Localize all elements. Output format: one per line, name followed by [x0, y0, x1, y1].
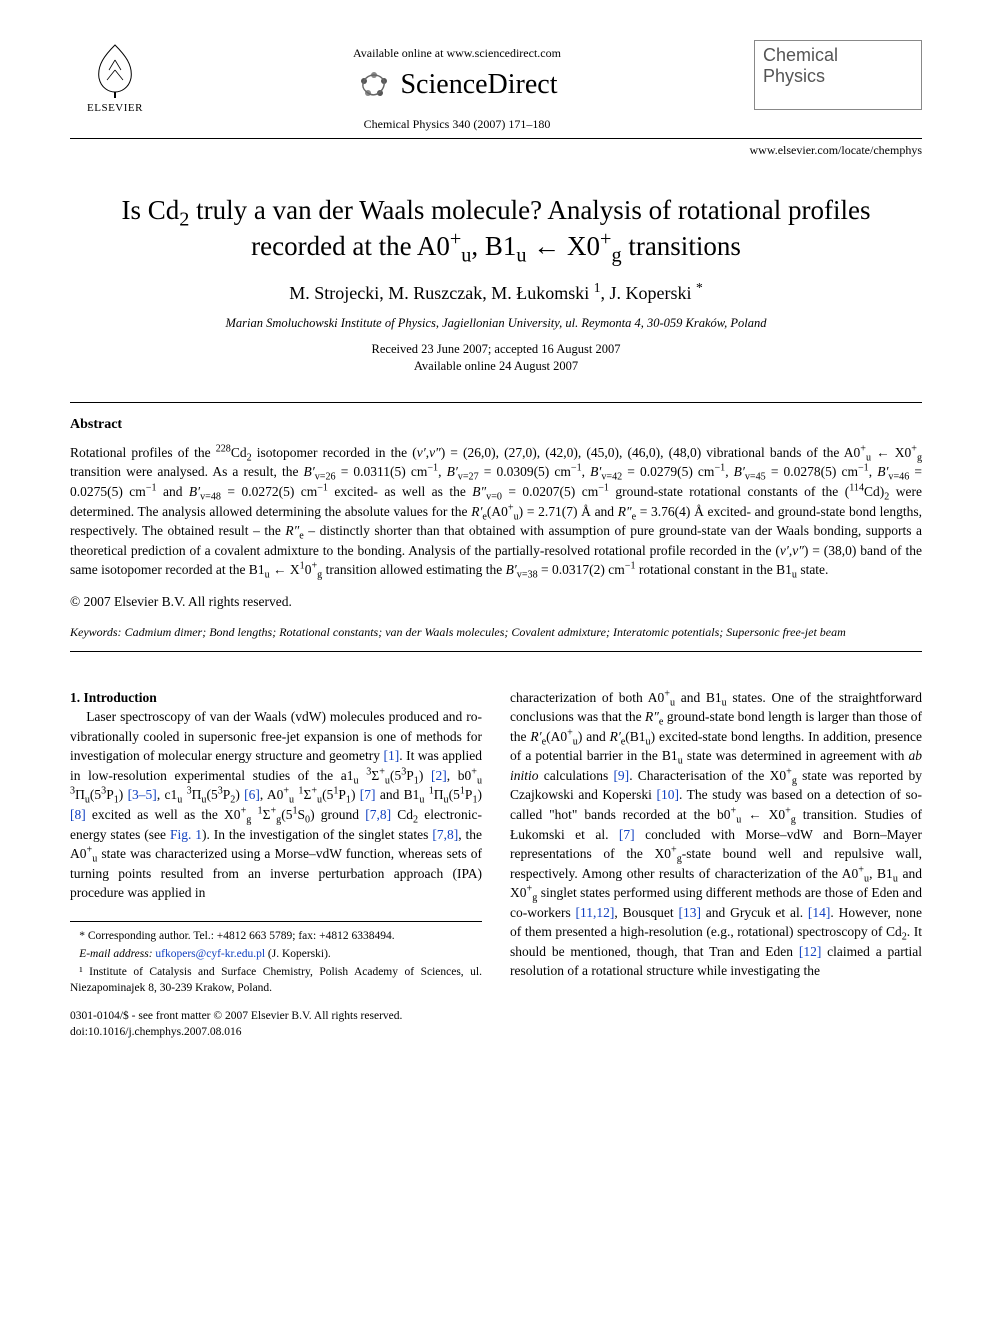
sciencedirect-text: ScienceDirect	[400, 69, 557, 101]
email-label: E-mail address:	[79, 948, 152, 960]
article-dates: Received 23 June 2007; accepted 16 Augus…	[70, 341, 922, 376]
left-column-text: Laser spectroscopy of van der Waals (vdW…	[70, 707, 482, 903]
abstract-text: Rotational profiles of the 228Cd2 isotop…	[70, 443, 922, 580]
center-header: Available online at www.sciencedirect.co…	[160, 40, 754, 132]
left-column: 1. Introduction Laser spectroscopy of va…	[70, 688, 482, 1041]
rule-bottom	[70, 651, 922, 652]
footnote-corresponding: * Corresponding author. Tel.: +4812 663 …	[70, 928, 482, 944]
locate-url: www.elsevier.com/locate/chemphys	[70, 143, 922, 158]
body-columns: 1. Introduction Laser spectroscopy of va…	[70, 688, 922, 1041]
right-column: characterization of both A0+u and B1u st…	[510, 688, 922, 1041]
abstract-heading: Abstract	[70, 417, 922, 433]
page: ELSEVIER Available online at www.science…	[0, 0, 992, 1090]
journal-name-line2: Physics	[763, 66, 913, 87]
keywords-block: Keywords: Cadmium dimer; Bond lengths; R…	[70, 624, 922, 641]
dates-online: Available online 24 August 2007	[70, 358, 922, 376]
publisher-label: ELSEVIER	[87, 102, 143, 114]
article-title: Is Cd2 truly a van der Waals molecule? A…	[90, 192, 902, 265]
affiliation: Marian Smoluchowski Institute of Physics…	[70, 316, 922, 331]
doi-line: doi:10.1016/j.chemphys.2007.08.016	[70, 1024, 482, 1040]
bottom-meta: 0301-0104/$ - see front matter © 2007 El…	[70, 1008, 482, 1040]
email-who: (J. Koperski).	[268, 948, 331, 960]
keywords-label: Keywords:	[70, 625, 122, 639]
keywords-text: Cadmium dimer; Bond lengths; Rotational …	[125, 625, 846, 639]
right-column-text: characterization of both A0+u and B1u st…	[510, 688, 922, 981]
front-matter-line: 0301-0104/$ - see front matter © 2007 El…	[70, 1008, 482, 1024]
authors-line: M. Strojecki, M. Ruszczak, M. Łukomski 1…	[70, 283, 922, 304]
elsevier-tree-icon	[85, 40, 145, 100]
footnote-affil-1: ¹ Institute of Catalysis and Surface Che…	[70, 964, 482, 996]
header-row: ELSEVIER Available online at www.science…	[70, 40, 922, 139]
rule-top	[70, 402, 922, 403]
sciencedirect-icon	[356, 67, 392, 103]
dates-received: Received 23 June 2007; accepted 16 Augus…	[70, 341, 922, 359]
email-address[interactable]: ufkopers@cyf-kr.edu.pl	[155, 948, 265, 960]
copyright-line: © 2007 Elsevier B.V. All rights reserved…	[70, 594, 922, 610]
journal-title-box: Chemical Physics	[754, 40, 922, 110]
journal-reference: Chemical Physics 340 (2007) 171–180	[160, 117, 754, 132]
journal-name-line1: Chemical	[763, 45, 913, 66]
section-1-heading: 1. Introduction	[70, 688, 482, 708]
available-online-line: Available online at www.sciencedirect.co…	[160, 46, 754, 61]
sciencedirect-logo: ScienceDirect	[160, 67, 754, 103]
footnotes-block: * Corresponding author. Tel.: +4812 663 …	[70, 921, 482, 996]
footnote-email: E-mail address: ufkopers@cyf-kr.edu.pl (…	[70, 946, 482, 962]
publisher-block: ELSEVIER	[70, 40, 160, 114]
